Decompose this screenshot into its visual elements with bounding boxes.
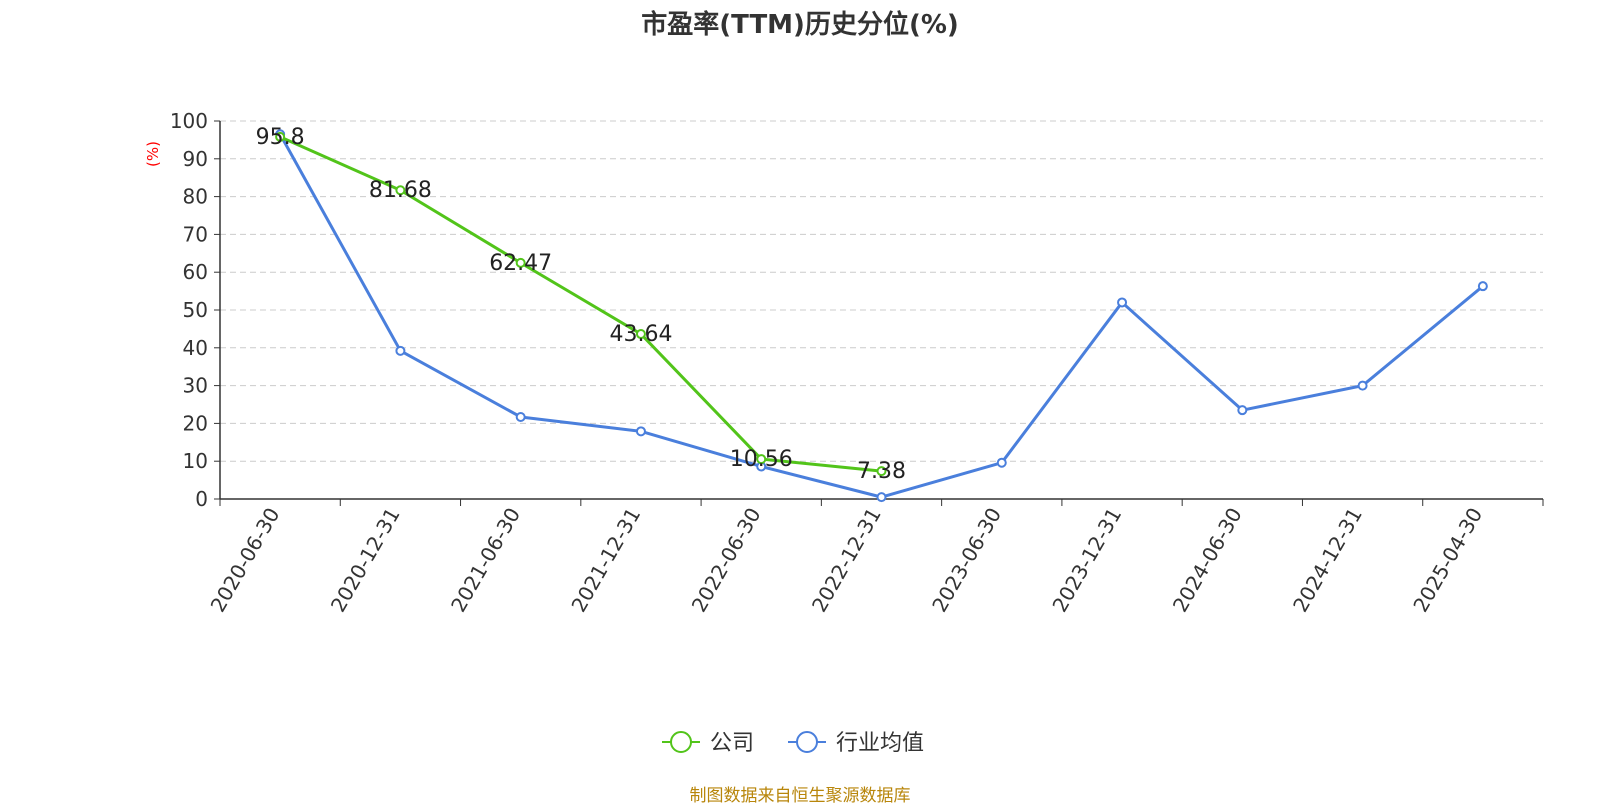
y-tick-label: 10 [183,449,208,473]
legend[interactable]: 公司 行业均值 [662,731,924,756]
y-tick-label: 0 [195,487,208,511]
series-line [278,133,1484,499]
data-point[interactable] [996,457,1007,468]
data-point[interactable] [395,345,406,356]
x-tick-label: 2025-04-30 [1408,504,1487,617]
data-point[interactable] [1117,297,1128,308]
x-tick-label: 2023-06-30 [927,504,1006,617]
data-label: 10.56 [730,447,793,472]
legend-label: 公司 [710,731,754,756]
data-point[interactable] [1237,405,1248,416]
x-tick-label: 2024-12-31 [1288,504,1367,617]
data-point[interactable] [1357,380,1368,391]
y-tick-label: 70 [183,222,208,246]
chart-title: 市盈率(TTM)历史分位(%) [641,10,959,40]
legend-marker [670,731,692,753]
x-tick-label: 2023-12-31 [1047,504,1126,617]
data-point[interactable] [515,257,526,268]
data-point[interactable] [876,466,887,477]
y-tick-label: 20 [183,411,208,435]
series-line [279,135,882,473]
y-axis-label: (%) [144,141,162,167]
data-label: 43.64 [609,322,672,347]
x-tick-label: 2022-06-30 [687,504,766,617]
y-tick-label: 80 [183,185,208,209]
legend-item[interactable]: 公司 [662,731,754,756]
data-label: 62.47 [489,251,552,276]
legend-item[interactable]: 行业均值 [788,731,924,756]
data-label: 81.68 [369,178,432,203]
data-label: 7.38 [857,459,906,484]
data-labels: 95.8 81.68 62.47 43.64 10.56 7.38 [256,125,906,484]
x-tick-label: 2020-06-30 [206,504,285,617]
y-tick-label: 50 [183,298,208,322]
x-tick-label: 2021-06-30 [446,504,525,617]
legend-label: 行业均值 [836,731,924,756]
y-tick-label: 100 [170,109,208,133]
data-point[interactable] [275,131,286,142]
data-point[interactable] [1477,281,1488,292]
y-tick-label: 90 [183,147,208,171]
data-label: 95.8 [256,125,305,150]
x-tick-label: 2024-06-30 [1168,504,1247,617]
data-point[interactable] [635,329,646,340]
y-tick-label: 40 [183,336,208,360]
x-tick-label: 2020-12-31 [326,503,405,616]
data-point[interactable] [876,492,887,503]
data-point[interactable] [756,454,767,465]
y-tick-label: 60 [183,260,208,284]
x-tick-label: 2021-12-31 [566,504,645,617]
data-point[interactable] [395,185,406,196]
data-point[interactable] [635,426,646,437]
data-point[interactable] [515,411,526,422]
y-tick-label: 30 [183,374,208,398]
series-lines [275,129,1488,503]
data-source-note: 制图数据来自恒生聚源数据库 [689,786,911,806]
x-tick-label: 2022-12-31 [807,504,886,617]
grid-lines [220,120,1543,462]
legend-marker [796,731,818,753]
